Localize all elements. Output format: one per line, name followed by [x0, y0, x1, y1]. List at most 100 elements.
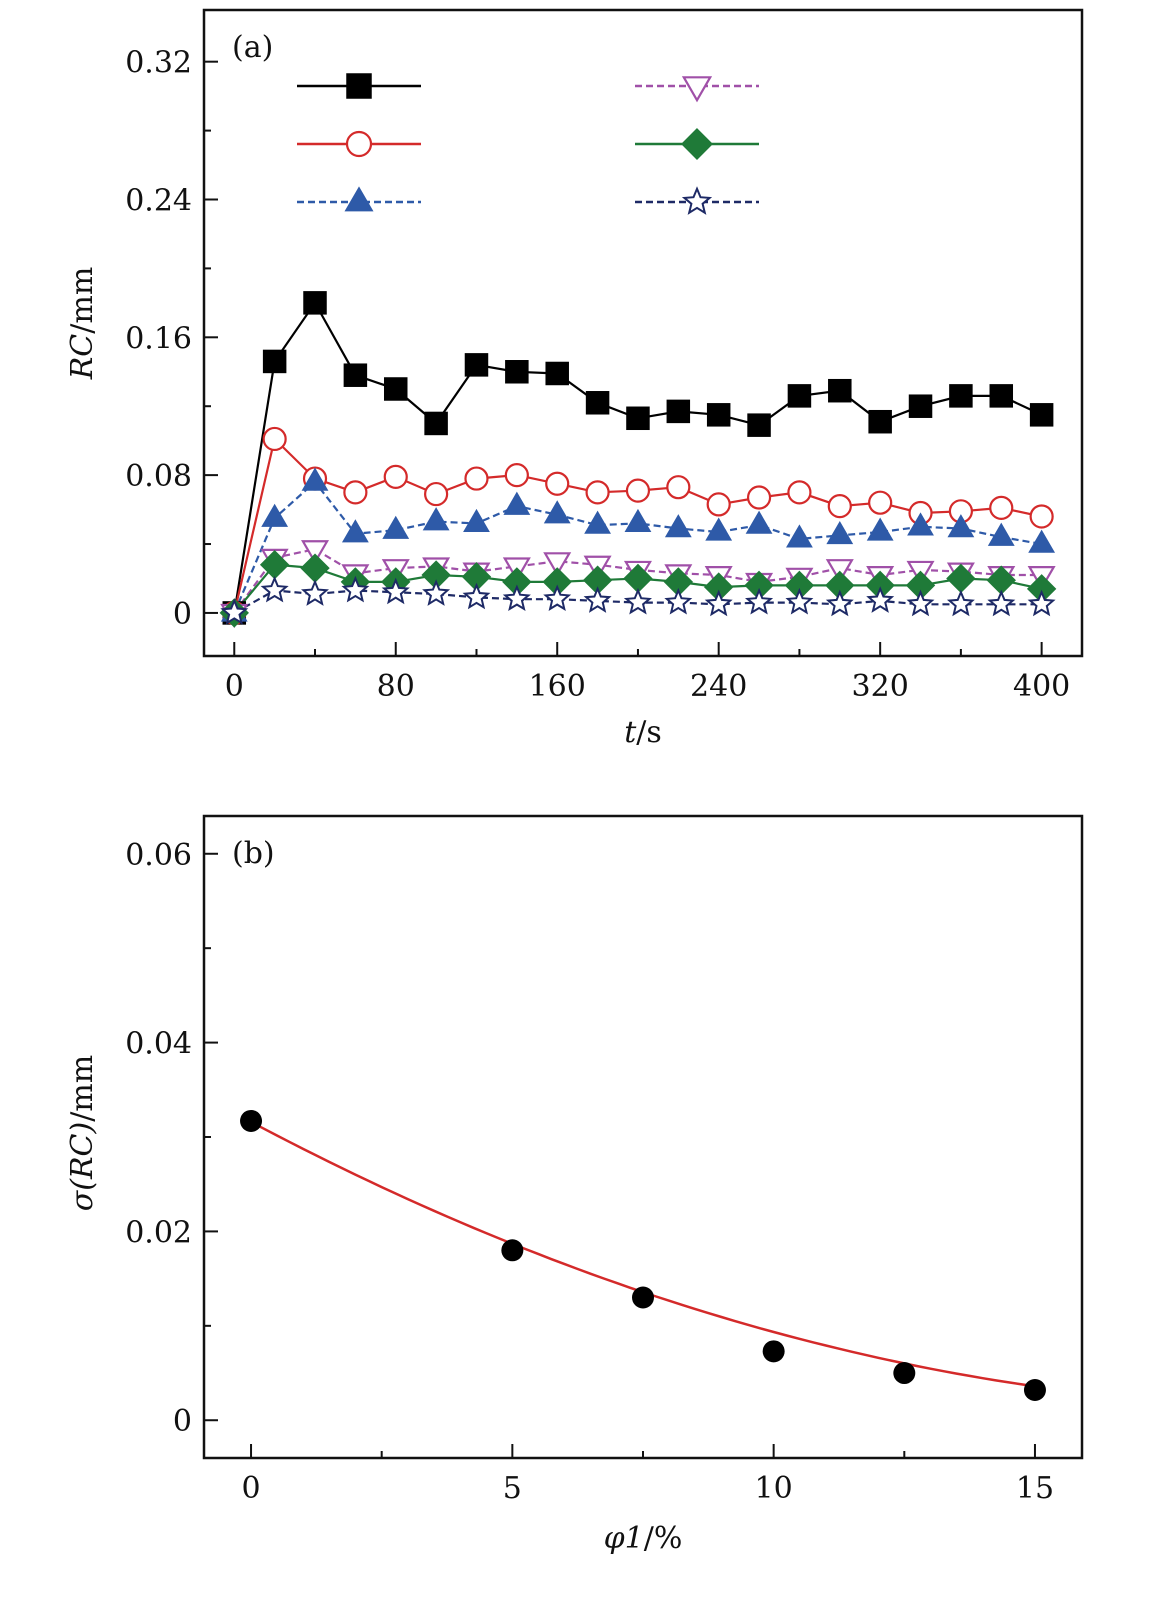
y-tick-label: 0.16 [125, 321, 192, 356]
data-point [503, 491, 531, 515]
x-axis-title: t/s [624, 715, 662, 750]
data-point [463, 508, 490, 533]
data-point [706, 403, 731, 427]
fit-curve [250, 1120, 1036, 1388]
data-point [664, 587, 693, 615]
data-point [383, 464, 408, 489]
x-tick-label: 160 [529, 669, 586, 704]
data-point [424, 411, 448, 436]
legend-marker [344, 186, 374, 212]
chart-panel-a: 0 80 160 240 320 400 0 0.08 0.16 0.24 0.32 (a) t/s RC… [65, 8, 1084, 750]
data-point [585, 391, 610, 415]
y-tick-label: 0.04 [125, 1027, 192, 1062]
data-point [261, 503, 289, 527]
data-point [787, 480, 812, 505]
data-point [543, 500, 571, 524]
data-point [501, 1239, 524, 1262]
data-point [866, 517, 894, 541]
x-axis-title-unit: /s [636, 715, 662, 750]
legend-item [635, 186, 759, 215]
data-point [987, 589, 1016, 617]
data-point [303, 291, 327, 315]
chart-panel-b: 0 5 10 15 0 0.02 0.04 0.06 (b) φ1/% σ(RC)/mm [65, 814, 1084, 1556]
data-point [623, 587, 652, 615]
data-point [947, 514, 975, 538]
legend-item [297, 130, 421, 158]
data-point [343, 363, 368, 387]
data-point [746, 485, 772, 510]
data-point [949, 384, 973, 408]
data-point [893, 1362, 916, 1385]
data-point [747, 413, 771, 437]
data-point [625, 478, 651, 503]
data-point [262, 349, 287, 374]
y-tick-label: 0.02 [125, 1215, 192, 1250]
data-point [828, 378, 852, 403]
x-tick-label: 0 [241, 1471, 260, 1506]
data-point [543, 552, 572, 577]
data-point [301, 579, 329, 606]
y-axis-title-var: σ(RC) [65, 1122, 100, 1211]
data-point [545, 471, 570, 496]
x-tick-label: 240 [690, 669, 747, 704]
data-point [868, 409, 892, 434]
data-point [826, 520, 854, 545]
data-point [762, 1340, 785, 1363]
data-point [381, 577, 410, 605]
data-point [946, 589, 975, 617]
y-tick-label: 0.06 [125, 838, 192, 873]
legend-marker [345, 130, 373, 158]
data-point [827, 494, 852, 519]
y-tick-label: 0.24 [125, 183, 192, 218]
data-point [786, 524, 813, 548]
data-point [583, 586, 612, 613]
x-tick-label: 320 [852, 669, 909, 704]
x-tick-label: 5 [503, 1471, 522, 1506]
series-markers-1 [222, 426, 1054, 626]
y-tick-label: 0.32 [125, 46, 192, 81]
data-point [502, 584, 531, 612]
data-point [825, 559, 854, 584]
data-point [745, 510, 773, 534]
legend-marker [681, 128, 713, 160]
data-point [1029, 403, 1054, 427]
data-point [422, 507, 450, 531]
data-point [624, 508, 652, 533]
plot-frame [202, 814, 1084, 1460]
data-point [706, 492, 731, 517]
legend-item [297, 73, 421, 99]
data-point [464, 466, 489, 491]
x-axis-title: φ1/% [604, 1521, 683, 1556]
data-point [262, 426, 287, 452]
data-point [301, 540, 330, 565]
data-point [464, 353, 489, 377]
data-point [626, 406, 650, 431]
data-point [908, 394, 933, 418]
data-point [705, 517, 733, 541]
data-point [383, 377, 408, 401]
y-tick-label: 0 [173, 1404, 192, 1439]
x-tick-label: 400 [1013, 669, 1070, 704]
data-point [866, 586, 895, 613]
data-point [382, 515, 410, 539]
data-point [868, 490, 893, 515]
data-point [422, 579, 451, 606]
x-tick-label: 10 [755, 1471, 793, 1506]
x-axis-title-var: t [624, 715, 637, 750]
data-point [343, 480, 368, 505]
data-point [785, 587, 814, 615]
data-point [585, 480, 610, 505]
data-point [220, 598, 249, 625]
data-point [545, 361, 569, 386]
y-tick-label: 0.08 [125, 459, 192, 494]
legend-marker [681, 186, 713, 215]
legend-item [635, 128, 759, 160]
data-point [825, 589, 854, 617]
y-axis-title: RC/mm [65, 267, 100, 381]
y-axis-title-unit: /mm [65, 267, 100, 334]
data-point [907, 512, 934, 536]
legend-marker [346, 73, 372, 99]
data-point [504, 463, 529, 488]
data-point [704, 589, 733, 617]
